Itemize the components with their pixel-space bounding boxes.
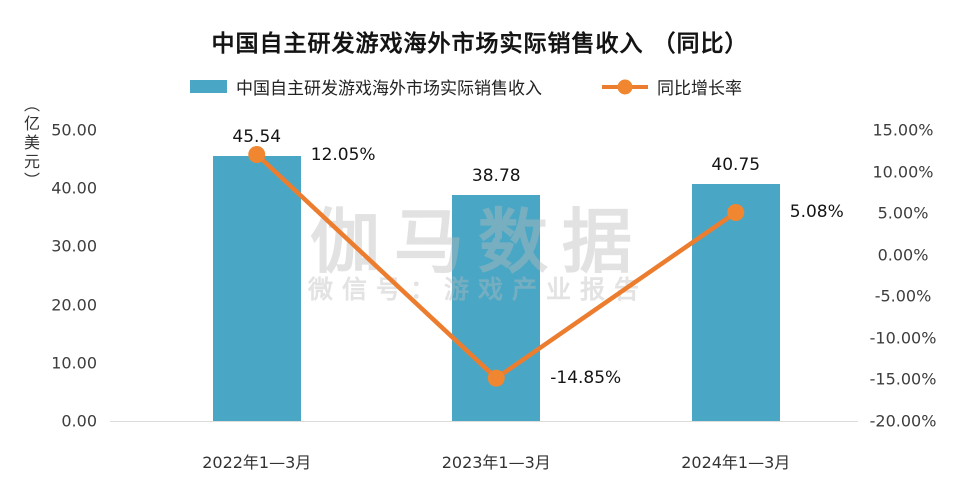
growth-value-label: 12.05% <box>310 144 376 165</box>
left-axis-tick: 20.00 <box>51 295 97 315</box>
bar-value-label: 40.75 <box>711 154 761 175</box>
right-axis-tick: 10.00% <box>872 162 934 182</box>
bar-2022年1—3月 <box>212 155 301 421</box>
right-axis-tick: -15.00% <box>869 369 937 389</box>
legend-label-growth: 同比增长率 <box>657 79 742 99</box>
right-axis-tick: -20.00% <box>869 411 937 431</box>
x-axis-label: 2023年1—3月 <box>441 453 551 472</box>
line-marker-icon <box>602 79 648 94</box>
legend: 中国自主研发游戏海外市场实际销售收入 同比增长率 <box>190 74 742 99</box>
left-axis-tick: 30.00 <box>51 236 97 256</box>
legend-label-revenue: 中国自主研发游戏海外市场实际销售收入 <box>236 79 542 99</box>
x-axis-line <box>110 421 858 422</box>
bar-2024年1—3月 <box>691 183 780 421</box>
bar-value-label: 45.54 <box>232 126 282 147</box>
right-axis-tick: 0.00% <box>877 245 929 265</box>
right-axis-tick: -5.00% <box>874 286 932 306</box>
x-axis-label: 2022年1—3月 <box>202 453 312 472</box>
growth-value-label: 5.08% <box>789 202 844 223</box>
legend-item-revenue: 中国自主研发游戏海外市场实际销售收入 <box>190 74 542 99</box>
right-axis-tick: 15.00% <box>872 120 934 140</box>
bar-2023年1—3月 <box>452 195 541 421</box>
left-axis-tick: 40.00 <box>51 178 97 198</box>
bar-swatch-icon <box>190 80 227 93</box>
left-axis-tick: 10.00 <box>51 353 97 373</box>
chart-title: 中国自主研发游戏海外市场实际销售收入 （同比） <box>211 31 749 57</box>
growth-value-label: -14.85% <box>550 368 622 389</box>
left-axis-tick: 0.00 <box>61 411 97 431</box>
legend-item-growth: 同比增长率 <box>602 74 742 99</box>
left-axis-unit: （亿美元） <box>21 96 40 191</box>
x-axis-label: 2024年1—3月 <box>681 453 791 472</box>
right-axis-tick: -10.00% <box>869 328 937 348</box>
bar-value-label: 38.78 <box>471 166 521 187</box>
left-axis-tick: 50.00 <box>51 120 97 140</box>
right-axis-tick: 5.00% <box>877 203 929 223</box>
